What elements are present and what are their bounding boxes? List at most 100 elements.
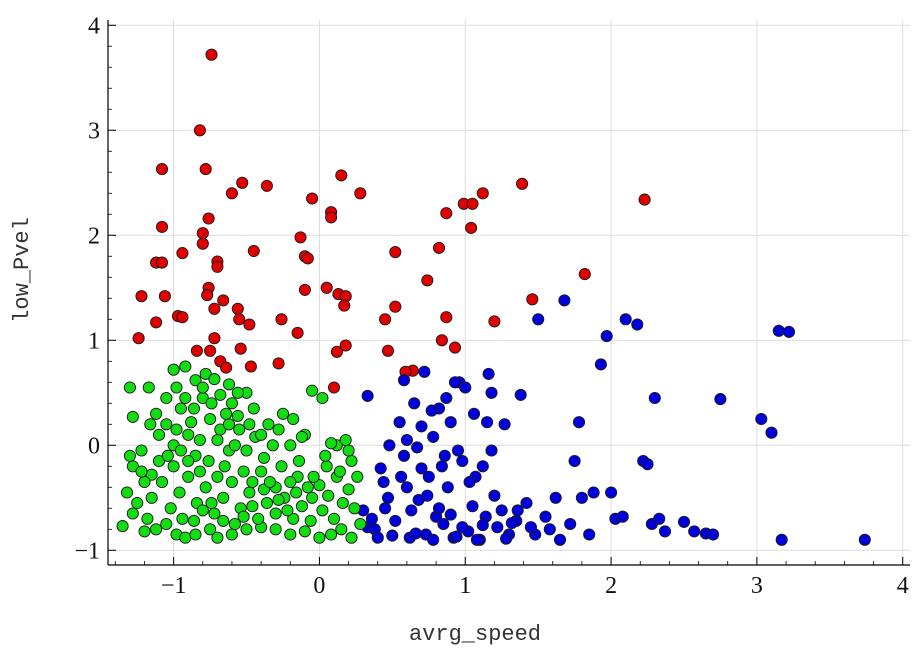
point-s0-18 bbox=[247, 244, 260, 258]
point-s1-109 bbox=[467, 407, 481, 420]
point-s2-15 bbox=[116, 520, 129, 533]
point-s2-2 bbox=[126, 410, 139, 423]
point-s1-84 bbox=[858, 533, 871, 546]
point-s2-25 bbox=[225, 528, 238, 541]
point-s1-25 bbox=[441, 481, 454, 494]
point-s2-29 bbox=[284, 528, 297, 541]
point-s0-36 bbox=[233, 313, 246, 326]
point-s1-46 bbox=[514, 388, 527, 401]
point-s2-3 bbox=[167, 363, 180, 376]
point-s0-70 bbox=[465, 221, 478, 234]
point-s2-45 bbox=[218, 460, 231, 473]
point-s1-65 bbox=[616, 510, 629, 523]
point-s2-95 bbox=[231, 409, 244, 422]
y-tick-label-2: 1 bbox=[88, 328, 100, 354]
point-s0-66 bbox=[448, 341, 462, 354]
point-s0-16 bbox=[176, 247, 189, 260]
point-s0-2 bbox=[155, 163, 169, 176]
point-s2-84 bbox=[336, 496, 349, 510]
point-s2-116 bbox=[222, 418, 236, 431]
point-s0-12 bbox=[202, 212, 215, 225]
point-s0-14 bbox=[196, 227, 209, 240]
point-s1-67 bbox=[631, 318, 644, 331]
point-s1-105 bbox=[485, 444, 498, 457]
point-s2-57 bbox=[306, 491, 319, 504]
point-s1-85 bbox=[371, 531, 384, 544]
x-tick-label-4: 3 bbox=[751, 573, 763, 599]
point-s1-10 bbox=[400, 481, 413, 494]
point-s2-150 bbox=[342, 444, 355, 457]
point-s2-14 bbox=[120, 486, 134, 499]
point-s2-107 bbox=[342, 483, 355, 496]
point-s2-40 bbox=[182, 428, 195, 441]
point-s1-89 bbox=[450, 530, 463, 543]
point-s0-37 bbox=[243, 318, 256, 331]
point-s1-4 bbox=[374, 462, 387, 475]
point-s1-75 bbox=[688, 525, 701, 538]
point-s1-31 bbox=[459, 381, 472, 394]
point-s1-78 bbox=[714, 393, 727, 406]
point-s1-51 bbox=[543, 523, 556, 536]
point-s0-44 bbox=[132, 332, 145, 345]
point-s1-39 bbox=[485, 386, 498, 399]
point-s0-5 bbox=[225, 187, 238, 200]
point-s2-143 bbox=[243, 418, 256, 431]
point-s1-19 bbox=[427, 430, 440, 443]
point-s1-103 bbox=[438, 449, 451, 462]
point-s2-146 bbox=[272, 423, 285, 436]
y-tick-label-4: 3 bbox=[88, 118, 100, 144]
point-s2-121 bbox=[187, 514, 201, 527]
point-s0-54 bbox=[339, 339, 352, 352]
point-s2-110 bbox=[170, 381, 183, 394]
point-s2-46 bbox=[225, 397, 238, 410]
x-tick-label-1: 0 bbox=[313, 573, 325, 599]
point-s0-51 bbox=[244, 360, 257, 373]
point-s2-34 bbox=[345, 531, 358, 544]
point-s1-99 bbox=[524, 521, 537, 534]
point-s2-54 bbox=[284, 439, 297, 452]
point-s1-101 bbox=[395, 470, 408, 483]
point-s1-94 bbox=[409, 527, 422, 540]
point-s1-33 bbox=[466, 500, 479, 513]
point-s2-134 bbox=[333, 465, 346, 478]
point-s2-135 bbox=[138, 475, 151, 489]
point-s0-40 bbox=[338, 299, 351, 312]
point-s1-40 bbox=[488, 489, 501, 502]
point-s1-107 bbox=[425, 404, 438, 417]
point-s1-7 bbox=[393, 416, 406, 429]
point-s2-127 bbox=[246, 500, 259, 513]
point-s2-142 bbox=[231, 386, 244, 399]
point-s2-31 bbox=[313, 531, 326, 544]
point-s2-104 bbox=[313, 479, 326, 492]
point-s2-32 bbox=[325, 528, 338, 541]
point-s2-132 bbox=[307, 470, 320, 483]
point-s1-37 bbox=[481, 416, 494, 429]
point-s0-58 bbox=[389, 300, 402, 313]
point-s2-88 bbox=[167, 460, 180, 473]
point-s1-100 bbox=[379, 502, 392, 515]
point-s2-131 bbox=[290, 486, 303, 499]
point-s0-69 bbox=[466, 197, 479, 210]
point-s1-95 bbox=[432, 502, 446, 515]
point-s1-38 bbox=[482, 367, 495, 380]
point-s2-30 bbox=[298, 525, 311, 538]
ticks: −1 0 1 2 3 4 −1 0 1 2 3 4 bbox=[74, 13, 908, 599]
point-s1-71 bbox=[648, 391, 661, 405]
x-tick-label-3: 2 bbox=[605, 573, 617, 599]
point-s1-13 bbox=[411, 441, 424, 454]
point-s2-93 bbox=[214, 423, 227, 436]
point-s2-49 bbox=[247, 402, 260, 415]
point-s1-77 bbox=[707, 528, 720, 541]
x-tick-label-5: 4 bbox=[897, 573, 909, 599]
point-s2-89 bbox=[174, 444, 187, 457]
data-points bbox=[116, 48, 871, 546]
point-s0-3 bbox=[199, 163, 212, 176]
point-s2-16 bbox=[126, 507, 139, 520]
point-s2-120 bbox=[176, 512, 189, 525]
point-s1-92 bbox=[365, 512, 378, 525]
point-s2-67 bbox=[182, 470, 195, 483]
point-s2-66 bbox=[173, 486, 186, 499]
point-s2-119 bbox=[246, 475, 259, 489]
point-s1-73 bbox=[658, 525, 672, 538]
point-s2-64 bbox=[155, 475, 169, 489]
